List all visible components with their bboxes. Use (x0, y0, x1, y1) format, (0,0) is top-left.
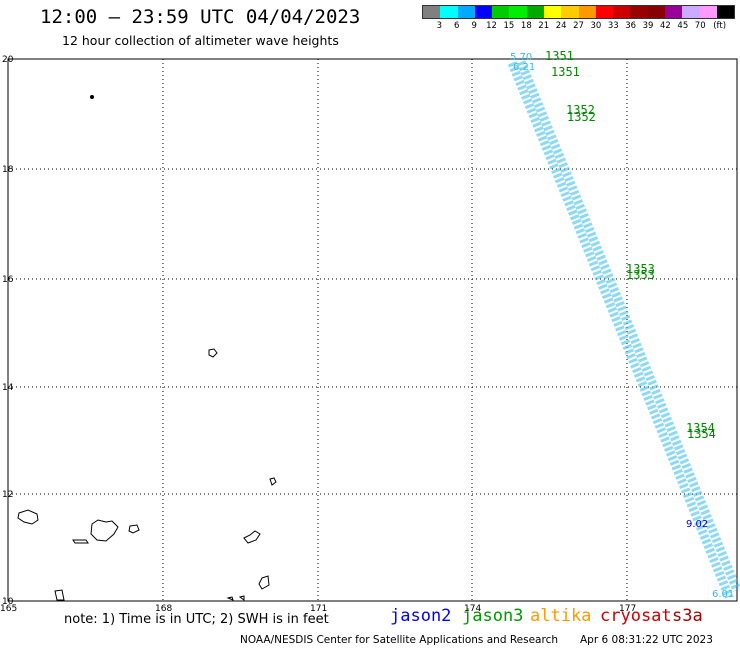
island-outlines (17, 95, 277, 601)
latitude-label: 10 (2, 597, 14, 607)
colorbar-label: 42 (660, 21, 671, 31)
island-outline (238, 595, 245, 601)
footer-note: note: 1) Time is in UTC; 2) SWH is in fe… (64, 612, 329, 627)
track-time-label: 1354 (687, 427, 716, 441)
track-time-label: 1351 (545, 49, 574, 63)
colorbar-swatch (440, 6, 458, 18)
colorbar-label: (ft) (713, 21, 727, 31)
colorbar-swatch (647, 6, 665, 18)
colorbar-label: 3 (436, 21, 443, 31)
map-title: 12:00 – 23:59 UTC 04/04/2023 (40, 6, 361, 28)
island-outline (269, 477, 277, 486)
track-time-label: 1352 (566, 103, 595, 117)
island-outline (208, 348, 218, 358)
colorbar-label: 12 (486, 21, 497, 31)
colorbar-swatch (492, 6, 510, 18)
altimeter-track (516, 60, 740, 592)
longitude-label: 177 (619, 604, 636, 614)
colorbar-swatch (630, 6, 648, 18)
wave-height-colorbar (422, 5, 735, 19)
colorbar-swatch (578, 6, 596, 18)
island-outline (128, 524, 140, 534)
colorbar-swatch (474, 6, 493, 18)
latitude-label: 14 (2, 383, 14, 393)
colorbar-swatch (561, 6, 579, 18)
longitude-labels: 165 168 171 174 177 (0, 604, 636, 614)
colorbar-label: 39 (642, 21, 654, 31)
track-time-label: 1352 (567, 110, 596, 124)
mission-label-jason3: jason3 (462, 606, 524, 626)
mission-label-jason2: jason2 (390, 606, 452, 626)
mission-label-altika: altika (530, 606, 592, 626)
colorbar-label: 18 (520, 21, 532, 31)
colorbar-label: 45 (677, 21, 689, 31)
colorbar-swatch (457, 6, 475, 18)
latitude-label: 20 (2, 55, 14, 65)
altimeter-tracks: 5.706.21 9.02 6.01 (507, 52, 740, 600)
graticule (8, 59, 737, 601)
longitude-label: 165 (0, 604, 17, 614)
credit-line: NOAA/NESDIS Center for Satellite Applica… (240, 634, 558, 646)
colorbar-swatch (526, 6, 544, 18)
track-time-label: 1354 (686, 421, 715, 435)
colorbar-swatch (682, 6, 700, 18)
latitude-labels: 20 18 16 14 12 10 (2, 55, 14, 607)
longitude-label: 171 (310, 604, 327, 614)
map-subtitle: 12 hour collection of altimeter wave hei… (62, 33, 339, 48)
track-time-label: 1351 (551, 65, 580, 79)
island-marker (90, 95, 94, 99)
colorbar-swatch (595, 6, 614, 18)
colorbar-swatch (543, 6, 562, 18)
island-outline (243, 530, 261, 544)
altimeter-track (507, 61, 734, 599)
track-swh-value: 6.01 (712, 589, 734, 600)
track-swh-value: 6.21 (513, 62, 535, 73)
colorbar-label: 15 (503, 21, 515, 31)
map-frame (7, 58, 738, 602)
latitude-label: 18 (2, 165, 14, 175)
track-time-label: 1353 (626, 268, 655, 282)
island-outline (90, 519, 119, 542)
longitude-label: 168 (155, 604, 172, 614)
generation-timestamp: Apr 6 08:31:22 UTC 2023 (580, 634, 713, 646)
colorbar-label: 27 (573, 21, 584, 31)
colorbar-label: 24 (555, 21, 567, 31)
colorbar-label: 70 (694, 21, 706, 31)
colorbar-swatch (699, 6, 717, 18)
colorbar-swatch (664, 6, 683, 18)
mission-label-s3a: s3a (672, 606, 703, 626)
track-swh-value: 5.70 (510, 52, 532, 63)
colorbar-labels: 3 6 9 12 15 18 21 24 27 30 33 36 39 42 45 70 (ft) (422, 21, 735, 33)
colorbar-label: 33 (607, 21, 619, 31)
latitude-label: 12 (2, 490, 13, 500)
track-swh-value: 9.02 (686, 519, 708, 530)
colorbar-label: 6 (454, 21, 460, 31)
longitude-label: 174 (464, 604, 481, 614)
colorbar-label: 9 (471, 21, 477, 31)
colorbar-label: 21 (538, 21, 550, 31)
track-time-label: 1353 (626, 262, 655, 276)
island-outline (226, 596, 234, 601)
colorbar-swatch (613, 6, 631, 18)
island-outline (54, 589, 65, 601)
colorbar-label: 36 (625, 21, 637, 31)
mission-label-cryosat: cryosat (600, 606, 672, 626)
island-outline (258, 575, 270, 590)
colorbar-label: 30 (590, 21, 602, 31)
latitude-label: 16 (2, 275, 14, 285)
colorbar-swatch (509, 6, 527, 18)
island-outline (72, 539, 89, 544)
colorbar-swatch (423, 6, 441, 18)
island-outline (17, 509, 39, 525)
colorbar-swatch (716, 6, 735, 18)
